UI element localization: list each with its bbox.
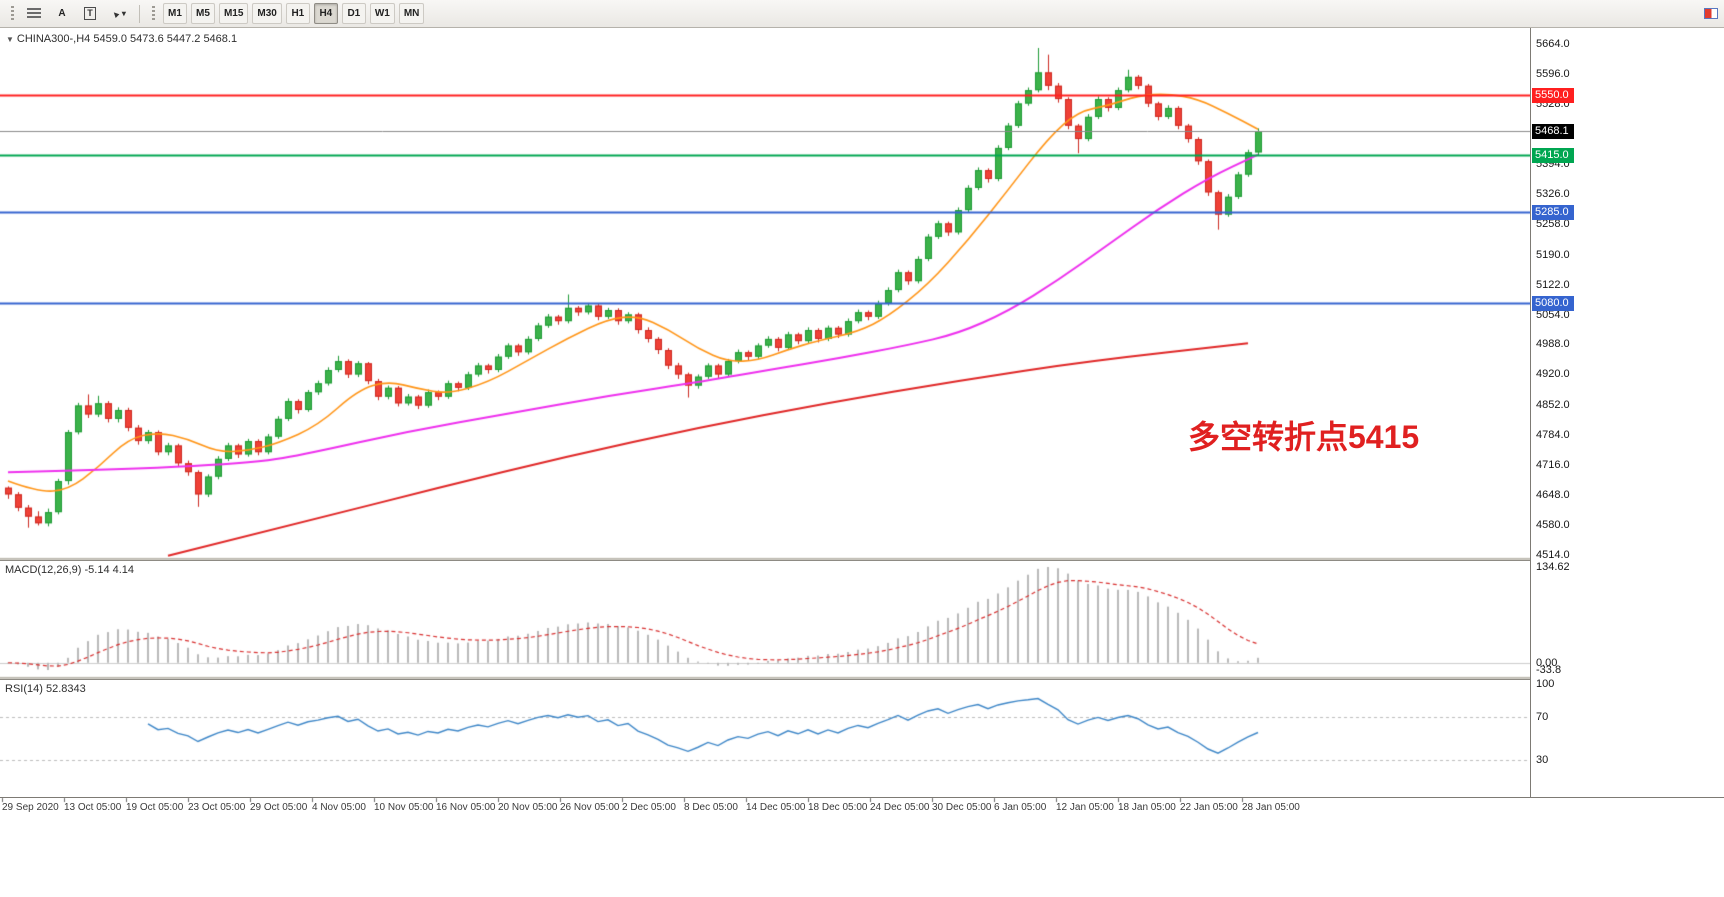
price-line-badge: 5415.0: [1532, 147, 1574, 163]
time-axis-label: 19 Oct 05:00: [126, 802, 184, 813]
time-axis-label: 18 Dec 05:00: [808, 802, 868, 813]
timeframe-button-h4[interactable]: H4: [313, 3, 338, 24]
time-axis-label: 26 Nov 05:00: [560, 802, 620, 813]
time-axis-label: 20 Nov 05:00: [498, 802, 558, 813]
time-axis-label: 22 Jan 05:00: [1180, 802, 1238, 813]
time-axis[interactable]: 29 Sep 2020 13 Oct 05:00 19 Oct 05:00 23 Oc…: [0, 798, 1530, 816]
letter-a-icon: A: [58, 8, 66, 19]
chart-title: CHINA300-,H4 5459.0 5473.6 5447.2 5468.1: [16, 33, 238, 45]
price-tick-label: 5054.0: [1536, 308, 1570, 321]
price-tick-label: 4852.0: [1536, 398, 1570, 411]
price-tick-label: 4988.0: [1536, 338, 1570, 351]
time-axis-label: 24 Dec 05:00: [870, 802, 930, 813]
cursor-arrow-icon: ▲: [108, 6, 123, 21]
chart-corner-icon[interactable]: [1704, 8, 1718, 19]
price-tick-label: 4920.0: [1536, 368, 1570, 381]
time-axis-label: 23 Oct 05:00: [188, 802, 246, 813]
rsi-label: RSI(14) 52.8343: [5, 683, 86, 695]
text-tool-button[interactable]: T: [78, 3, 102, 24]
timeframe-button-m30[interactable]: M30: [252, 3, 282, 24]
price-tick-label: 5258.0: [1536, 218, 1570, 231]
price-line-badge: 5550.0: [1532, 87, 1574, 103]
current-price-badge: 5468.1: [1532, 124, 1574, 139]
price-tick-label: 5190.0: [1536, 248, 1570, 261]
rsi-axis-label: 30: [1536, 754, 1549, 767]
timeframe-button-w1[interactable]: W1: [369, 3, 395, 24]
macd-axis-label: -33.8: [1536, 664, 1562, 676]
price-line-badge: 5285.0: [1532, 205, 1574, 221]
time-axis-label: 13 Oct 05:00: [64, 802, 122, 813]
macd-label: MACD(12,26,9) -5.14 4.14: [5, 564, 134, 576]
shapes-dropdown-button[interactable]: ▲ ▾: [106, 3, 131, 24]
rsi-axis-label: 70: [1536, 710, 1549, 723]
time-axis-label: 12 Jan 05:00: [1056, 802, 1114, 813]
toolbar-grip-handle[interactable]: [151, 5, 155, 22]
chevron-down-icon: ▾: [121, 9, 126, 18]
timeframe-button-m1[interactable]: M1: [162, 3, 187, 24]
stacked-lines-icon: [27, 8, 41, 19]
toolbar: A T ▲ ▾ M1 M5 M15 M30 H1 H4 D1 W1 MN: [0, 0, 1724, 28]
time-axis-label: 28 Jan 05:00: [1242, 802, 1300, 813]
time-axis-label: 18 Jan 05:00: [1118, 802, 1176, 813]
price-line-badge: 5080.0: [1532, 296, 1574, 312]
timeframe-button-m15[interactable]: M15: [218, 3, 249, 24]
time-axis-label: 16 Nov 05:00: [436, 802, 496, 813]
price-tick-label: 4648.0: [1536, 489, 1570, 502]
toolbar-separator: [138, 4, 140, 23]
chart-header: ▼ CHINA300-,H4 5459.0 5473.6 5447.2 5468.…: [6, 33, 237, 45]
timeframe-button-m5[interactable]: M5: [190, 3, 215, 24]
price-tick-label: 5664.0: [1536, 37, 1570, 50]
macd-values: -5.14 4.14: [84, 564, 135, 576]
text-tool-icon: T: [84, 7, 96, 20]
price-chart-canvas[interactable]: [0, 28, 1530, 818]
time-axis-label: 4 Nov 05:00: [312, 802, 366, 813]
time-axis-label: 30 Dec 05:00: [932, 802, 992, 813]
rsi-value: 52.8343: [45, 683, 86, 695]
price-tick-label: 4784.0: [1536, 428, 1570, 441]
price-tick-label: 4580.0: [1536, 519, 1570, 532]
rsi-axis-label: 100: [1536, 678, 1555, 690]
macd-axis-label: 0.00: [1536, 656, 1558, 669]
panel-splitter[interactable]: [0, 557, 1724, 561]
triangle-down-icon: ▼: [6, 35, 14, 44]
time-axis-label: 6 Jan 05:00: [994, 802, 1047, 813]
chart-annotation-text[interactable]: 多空转折点5415: [1188, 419, 1420, 456]
panel-splitter[interactable]: [0, 676, 1724, 680]
time-axis-label: 2 Dec 05:00: [622, 802, 676, 813]
price-tick-label: 5326.0: [1536, 188, 1570, 201]
time-axis-label: 14 Dec 05:00: [746, 802, 806, 813]
price-axis[interactable]: 5664.0 5596.0 5528.0 5394.0 5326.0 5258.0 5190…: [1530, 28, 1724, 797]
timeframe-button-mn[interactable]: MN: [398, 3, 425, 24]
time-axis-label: 29 Sep 2020: [2, 802, 59, 813]
rsi-name: RSI(14): [5, 683, 43, 695]
time-axis-label: 10 Nov 05:00: [374, 802, 434, 813]
time-axis-border: [0, 797, 1724, 798]
macd-name: MACD(12,26,9): [5, 564, 82, 576]
arrow-label-tool-button[interactable]: A: [50, 3, 74, 24]
price-tick-label: 5596.0: [1536, 68, 1570, 81]
price-tick-label: 4514.0: [1536, 548, 1570, 561]
macd-axis-label: 134.62: [1536, 561, 1570, 573]
timeframe-button-h1[interactable]: H1: [285, 3, 310, 24]
toolbar-grip-handle[interactable]: [11, 5, 14, 22]
price-tick-label: 5122.0: [1536, 278, 1570, 291]
stacked-lines-tool-button[interactable]: [22, 3, 46, 24]
price-tick-label: 4716.0: [1536, 459, 1570, 472]
time-axis-label: 29 Oct 05:00: [250, 802, 308, 813]
time-axis-label: 8 Dec 05:00: [684, 802, 738, 813]
timeframe-button-d1[interactable]: D1: [341, 3, 366, 24]
